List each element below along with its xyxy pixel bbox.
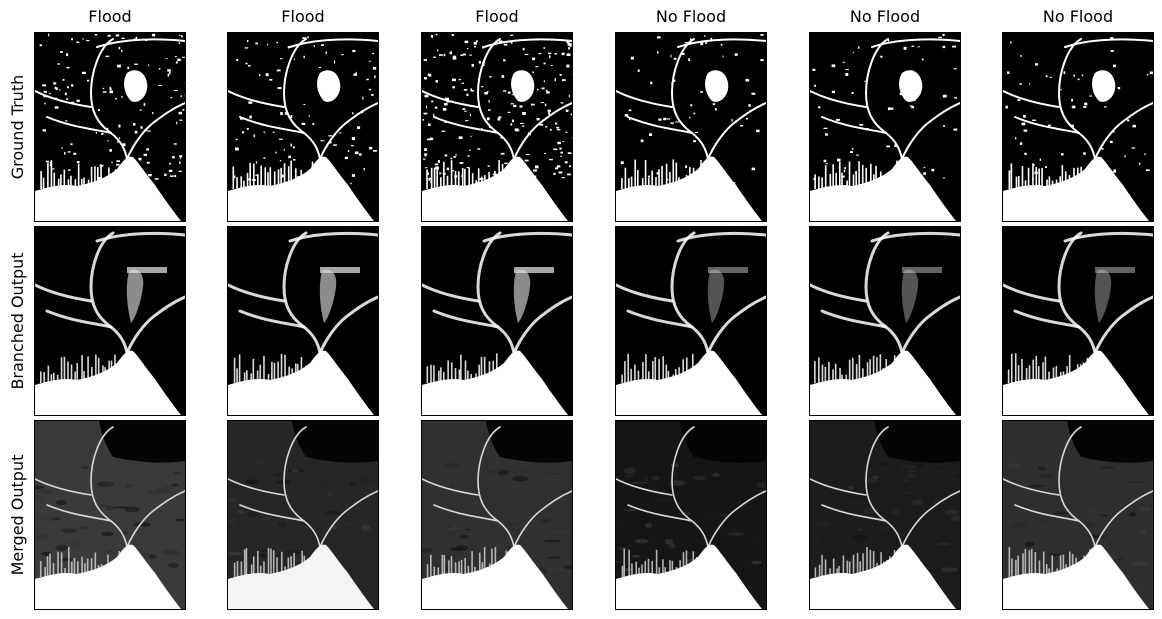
flood-map-image <box>35 33 185 221</box>
flood-map-image <box>810 421 960 609</box>
column-title-6: No Flood <box>1042 7 1114 26</box>
image-panel <box>34 226 186 416</box>
flood-map-image <box>1003 227 1153 415</box>
flood-map-image <box>810 33 960 221</box>
image-panel <box>34 32 186 222</box>
image-panel <box>615 420 767 610</box>
image-panel <box>809 226 961 416</box>
flood-map-image <box>422 227 572 415</box>
image-panel <box>615 226 767 416</box>
flood-map-image <box>810 227 960 415</box>
column-title-1: Flood <box>88 7 132 26</box>
row-label-text: Ground Truth <box>8 74 27 180</box>
image-panel <box>809 420 961 610</box>
row-label-text: Branched Output <box>8 252 27 390</box>
flood-map-image <box>616 33 766 221</box>
image-panel <box>421 226 573 416</box>
image-panel <box>809 32 961 222</box>
column-title-4: No Flood <box>655 7 727 26</box>
image-panel <box>1002 226 1154 416</box>
column-title-3: Flood <box>475 7 519 26</box>
column-title-5: No Flood <box>849 7 921 26</box>
flood-map-image <box>228 421 378 609</box>
image-panel <box>421 420 573 610</box>
image-panel <box>227 226 379 416</box>
flood-map-image <box>1003 33 1153 221</box>
flood-map-image <box>616 421 766 609</box>
flood-map-image <box>422 33 572 221</box>
image-panel <box>227 420 379 610</box>
image-panel <box>1002 32 1154 222</box>
flood-map-image <box>1003 421 1153 609</box>
flood-map-image <box>228 33 378 221</box>
image-panel <box>227 32 379 222</box>
row-label-text: Merged Output <box>8 454 27 576</box>
image-panel <box>1002 420 1154 610</box>
flood-map-image <box>616 227 766 415</box>
flood-map-image <box>228 227 378 415</box>
image-panel <box>34 420 186 610</box>
flood-map-image <box>35 227 185 415</box>
flood-map-image <box>422 421 572 609</box>
image-panel <box>615 32 767 222</box>
flood-map-image <box>35 421 185 609</box>
column-title-2: Flood <box>281 7 325 26</box>
image-panel <box>421 32 573 222</box>
